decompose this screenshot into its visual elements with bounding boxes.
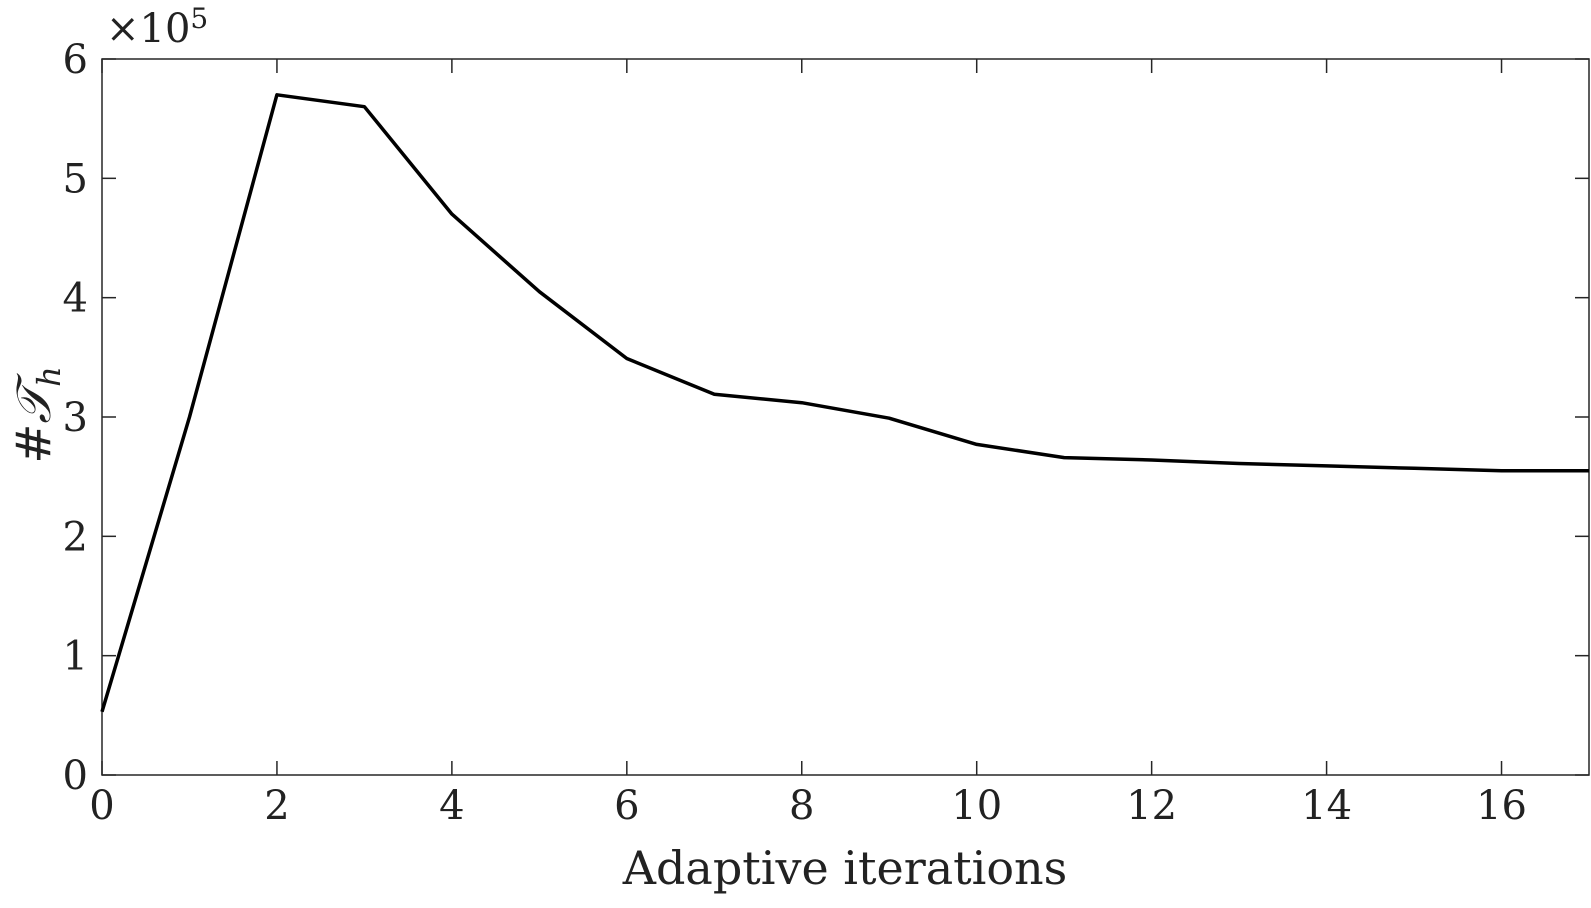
y-exponent-label: ×105	[106, 2, 208, 52]
x-tick-label: 8	[789, 783, 814, 829]
y-tick-label: 0	[63, 753, 88, 799]
plot-area	[101, 58, 1590, 776]
y-tick-label: 5	[63, 156, 88, 202]
axis-ticks	[101, 58, 1589, 776]
x-tick-labels: 0 2 4 6 8 10 12 14 16	[89, 783, 1527, 829]
y-axis-title: #𝒯h	[6, 366, 68, 464]
x-tick-label: 6	[614, 783, 639, 829]
x-tick-label: 10	[951, 783, 1002, 829]
series-line	[100, 93, 1589, 713]
x-axis-title: Adaptive iterations	[622, 841, 1068, 895]
y-axis-title-sub: h	[30, 366, 68, 387]
y-tick-label: 1	[63, 634, 88, 680]
series-layer	[100, 93, 1589, 713]
exponent-power: 5	[190, 2, 208, 35]
exponent-base: ×10	[106, 6, 190, 52]
x-tick-label: 4	[439, 783, 464, 829]
y-tick-label: 6	[63, 37, 88, 83]
x-tick-label: 16	[1476, 783, 1527, 829]
x-tick-label: 2	[264, 783, 289, 829]
y-tick-label: 4	[63, 276, 88, 322]
y-tick-label: 3	[63, 395, 88, 441]
y-tick-label: 2	[63, 514, 88, 560]
x-tick-label: 0	[89, 783, 114, 829]
x-tick-label: 14	[1301, 783, 1352, 829]
y-axis-title-main: #𝒯	[6, 373, 62, 464]
x-tick-label: 12	[1126, 783, 1177, 829]
y-tick-labels: 0 1 2 3 4 5 6	[63, 37, 88, 799]
